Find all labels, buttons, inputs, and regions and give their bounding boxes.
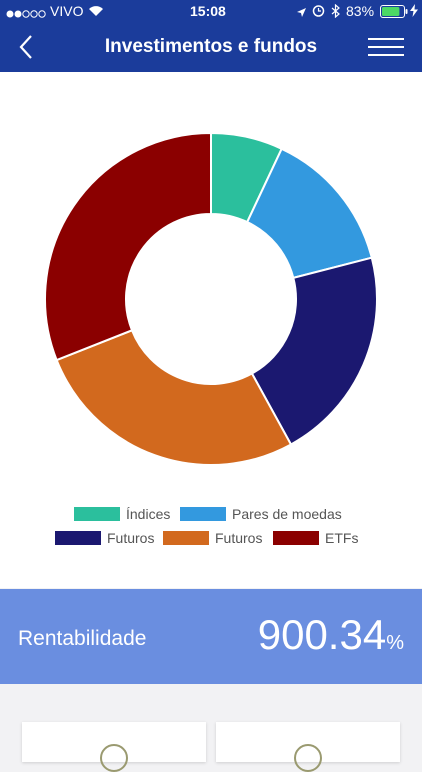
- wifi-icon: [88, 4, 104, 20]
- signal-dots-icon: [6, 6, 50, 22]
- legend-swatch: [55, 531, 101, 545]
- legend-swatch: [163, 531, 209, 545]
- hamburger-menu-icon: [368, 38, 404, 40]
- legend-swatch: [74, 507, 120, 521]
- legend-label: Pares de moedas: [232, 506, 342, 522]
- fund-tile[interactable]: [22, 722, 206, 772]
- return-label: Rentabilidade: [18, 627, 147, 650]
- legend-label: ETFs: [325, 530, 359, 546]
- donut-slice[interactable]: [250, 256, 378, 446]
- charging-bolt-icon: [410, 4, 418, 20]
- alarm-icon: [312, 4, 325, 20]
- navigation-bar: Investimentos e fundos: [0, 22, 422, 72]
- fund-icon: [100, 744, 128, 772]
- donut-slice[interactable]: [44, 131, 212, 362]
- back-button[interactable]: [10, 30, 44, 64]
- donut-chart: [44, 131, 378, 466]
- legend-label: Futuros: [107, 530, 155, 546]
- fund-icon: [294, 744, 322, 772]
- bluetooth-icon: [331, 3, 340, 21]
- status-time: 15:08: [190, 3, 226, 19]
- allocation-chart-card: Índices Pares de moedas Futuros Futuros ETFs: [0, 72, 422, 588]
- chevron-left-icon: [19, 35, 32, 59]
- battery-percent: 83%: [346, 3, 375, 19]
- legend-swatch: [180, 507, 226, 521]
- fund-tile[interactable]: [216, 722, 400, 772]
- return-number: 900.34: [257, 611, 387, 658]
- return-value: 900.34%: [258, 611, 404, 659]
- return-summary: Rentabilidade 900.34%: [0, 589, 422, 684]
- location-arrow-icon: [296, 5, 307, 21]
- battery-icon: [380, 5, 408, 21]
- legend-label: Futuros: [215, 530, 263, 546]
- legend-swatch: [273, 531, 319, 545]
- carrier-name: VIVO: [50, 3, 84, 19]
- status-bar: VIVO 15:08 83%: [0, 0, 422, 22]
- legend-label: Índices: [126, 506, 171, 522]
- menu-button[interactable]: [368, 36, 404, 58]
- donut-slice[interactable]: [55, 328, 293, 466]
- return-unit: %: [386, 632, 404, 654]
- page-title: Investimentos e fundos: [104, 36, 318, 57]
